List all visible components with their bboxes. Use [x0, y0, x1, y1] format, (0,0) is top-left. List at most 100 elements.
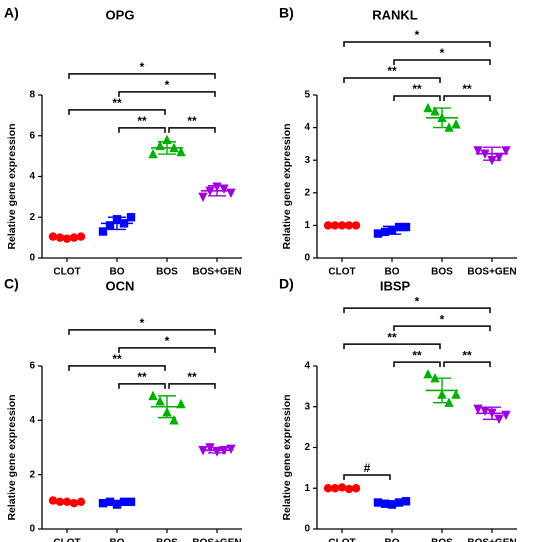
data-point: [48, 232, 58, 241]
panel-label: D): [279, 276, 294, 292]
y-tick-label: 1: [304, 220, 310, 231]
y-tick-label: 6: [29, 130, 35, 141]
data-point: [430, 106, 440, 116]
panel: A) OPG Relative gene expression 0 2 4 6 8 CLOT BO…: [4, 5, 242, 278]
y-tick-label: 3: [304, 401, 310, 412]
sd-bar: [208, 184, 226, 197]
significance-label: #: [364, 461, 371, 475]
significance-label: **: [387, 330, 397, 344]
data-point: [119, 497, 129, 507]
significance-bracket: [118, 347, 216, 353]
significance-label: **: [387, 64, 397, 78]
panel-title: RANKL: [372, 7, 418, 22]
data-point: [105, 497, 115, 507]
x-tick-label: BO: [385, 267, 400, 278]
data-point: [401, 497, 411, 506]
significance-bracket: [343, 41, 491, 48]
significance-bracket: [343, 343, 441, 350]
x-tick-label: BOS+GEN: [192, 538, 241, 542]
sd-bar: [433, 107, 451, 129]
sd-bar: [483, 406, 501, 421]
significance-bracket: [118, 91, 216, 97]
y-tick-label: 0: [29, 524, 35, 535]
y-tick-label: 2: [29, 469, 35, 480]
x-tick-label: CLOT: [328, 538, 355, 542]
sd-bar: [58, 235, 76, 240]
sd-bar: [333, 486, 351, 491]
panel-title: OPG: [106, 7, 135, 22]
data-point: [451, 389, 461, 399]
significance-label: **: [462, 82, 472, 96]
significance-bracket: [443, 361, 491, 368]
panel-title: OCN: [106, 278, 135, 293]
significance-bracket: [443, 95, 491, 102]
x-tick-label: BOS: [431, 538, 453, 542]
significance-bracket: [343, 77, 441, 84]
y-tick-label: 8: [29, 90, 35, 101]
significance-bracket: [343, 474, 391, 481]
data-point: [423, 102, 433, 113]
significance-label: **: [112, 352, 122, 366]
y-axis-label: Relative gene expression: [281, 394, 293, 520]
y-tick-label: 0: [304, 253, 310, 264]
x-tick-label: BO: [110, 538, 125, 542]
significance-label: **: [187, 114, 197, 128]
data-point: [423, 368, 433, 379]
significance-bracket: [343, 307, 491, 314]
significance-label: *: [415, 28, 420, 42]
y-axis-label: Relative gene expression: [281, 123, 293, 249]
data-point: [501, 146, 511, 156]
y-tick-label: 4: [29, 171, 35, 182]
x-tick-label: BOS: [431, 267, 453, 278]
significance-bracket: [118, 127, 166, 133]
significance-bracket: [68, 329, 216, 335]
data-point: [176, 146, 186, 157]
sd-bar: [383, 500, 401, 506]
sd-bar: [433, 377, 451, 404]
data-point: [494, 152, 504, 163]
data-point: [380, 499, 390, 508]
data-point: [373, 229, 383, 238]
y-tick-label: 0: [304, 524, 310, 535]
x-tick-label: CLOT: [328, 267, 355, 278]
y-tick-label: 0: [29, 253, 35, 264]
sd-bar: [58, 499, 76, 504]
data-point: [473, 146, 483, 156]
data-point: [198, 192, 208, 203]
significance-label: *: [165, 334, 170, 348]
y-tick-label: 2: [304, 187, 310, 198]
significance-label: *: [440, 46, 445, 60]
x-tick-label: BOS+GEN: [467, 538, 516, 542]
significance-label: **: [412, 82, 422, 96]
panel: B) RANKL Relative gene expression 0 1 2 3 4 5 CLO…: [279, 5, 517, 278]
y-tick-label: 2: [29, 212, 35, 223]
sd-bar: [333, 224, 351, 227]
significance-bracket: [168, 127, 216, 133]
significance-label: *: [415, 294, 420, 308]
significance-bracket: [393, 361, 441, 368]
significance-label: **: [137, 114, 147, 128]
data-point: [76, 232, 86, 241]
significance-label: **: [187, 370, 197, 384]
x-tick-label: BO: [385, 538, 400, 542]
y-tick-label: 6: [29, 361, 35, 372]
panel-label: C): [4, 276, 19, 292]
data-point: [169, 415, 179, 425]
y-tick-label: 1: [304, 483, 310, 494]
data-point: [176, 398, 186, 409]
significance-label: *: [140, 316, 145, 330]
sd-bar: [108, 216, 126, 231]
x-tick-label: CLOT: [53, 267, 80, 278]
y-tick-label: 4: [29, 415, 35, 426]
data-point: [451, 119, 461, 129]
data-point: [401, 222, 411, 232]
significance-label: **: [412, 348, 422, 362]
significance-label: **: [137, 370, 147, 384]
panel: C) OCN Relative gene expression 0 2 4 6 CLOT BO B…: [4, 276, 242, 542]
y-axis-label: Relative gene expression: [6, 394, 18, 520]
data-point: [473, 404, 483, 414]
significance-bracket: [393, 325, 491, 332]
panel-label: A): [4, 5, 19, 21]
x-tick-label: BOS+GEN: [467, 267, 516, 278]
